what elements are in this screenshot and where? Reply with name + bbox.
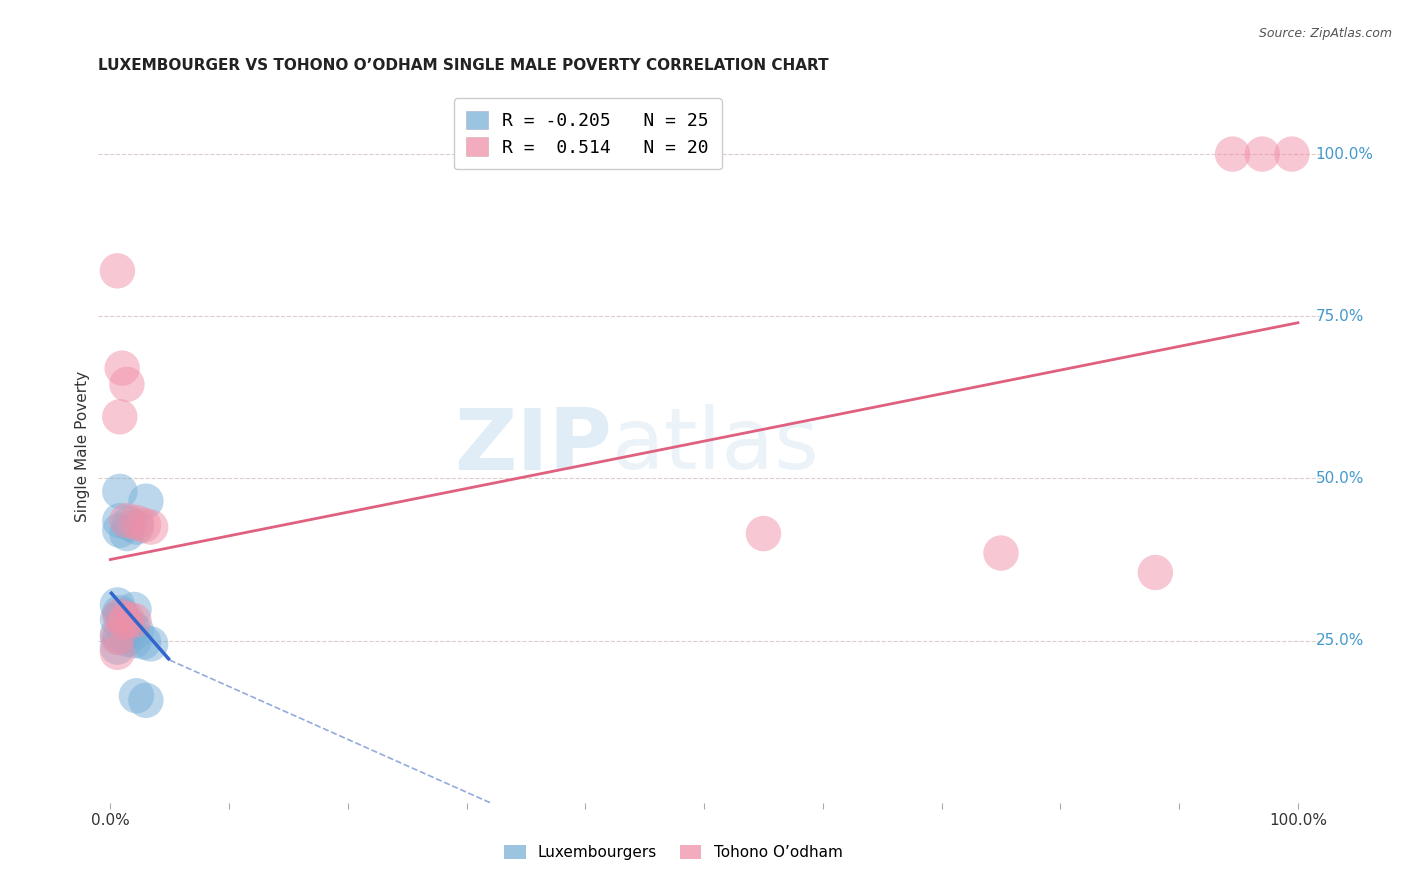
Point — [107, 631, 129, 645]
Point — [122, 633, 145, 648]
Point — [1281, 147, 1303, 161]
Text: 100.0%: 100.0% — [1316, 146, 1374, 161]
Point — [125, 520, 148, 534]
Text: ZIP: ZIP — [454, 404, 612, 488]
Point — [135, 693, 157, 707]
Point — [107, 640, 129, 654]
Point — [115, 617, 138, 632]
Text: 25.0%: 25.0% — [1316, 633, 1364, 648]
Point — [990, 546, 1012, 560]
Point — [107, 645, 129, 659]
Point — [114, 615, 136, 630]
Point — [108, 409, 131, 424]
Point — [125, 624, 148, 638]
Point — [114, 614, 136, 628]
Point — [107, 627, 129, 641]
Point — [139, 520, 162, 534]
Point — [115, 632, 138, 647]
Point — [115, 514, 138, 528]
Point — [108, 631, 131, 645]
Point — [139, 637, 162, 651]
Point — [135, 494, 157, 508]
Point — [111, 361, 134, 376]
Point — [752, 526, 775, 541]
Point — [115, 611, 138, 625]
Point — [125, 689, 148, 703]
Point — [1222, 147, 1244, 161]
Text: Source: ZipAtlas.com: Source: ZipAtlas.com — [1258, 27, 1392, 40]
Point — [107, 264, 129, 278]
Y-axis label: Single Male Poverty: Single Male Poverty — [75, 370, 90, 522]
Point — [107, 612, 129, 626]
Point — [121, 621, 143, 635]
Point — [108, 514, 131, 528]
Text: 75.0%: 75.0% — [1316, 309, 1364, 324]
Point — [118, 516, 141, 531]
Text: atlas: atlas — [612, 404, 820, 488]
Point — [108, 524, 131, 538]
Point — [132, 635, 155, 649]
Point — [132, 518, 155, 533]
Legend: Luxembourgers, Tohono O’odham: Luxembourgers, Tohono O’odham — [498, 839, 849, 866]
Point — [108, 606, 131, 620]
Point — [125, 516, 148, 530]
Point — [108, 609, 131, 624]
Point — [1251, 147, 1274, 161]
Point — [122, 602, 145, 616]
Point — [107, 598, 129, 612]
Point — [115, 377, 138, 392]
Text: 50.0%: 50.0% — [1316, 471, 1364, 486]
Point — [115, 526, 138, 541]
Point — [111, 609, 134, 624]
Point — [108, 484, 131, 499]
Point — [122, 614, 145, 628]
Point — [1144, 566, 1167, 580]
Text: LUXEMBOURGER VS TOHONO O’ODHAM SINGLE MALE POVERTY CORRELATION CHART: LUXEMBOURGER VS TOHONO O’ODHAM SINGLE MA… — [98, 58, 830, 73]
